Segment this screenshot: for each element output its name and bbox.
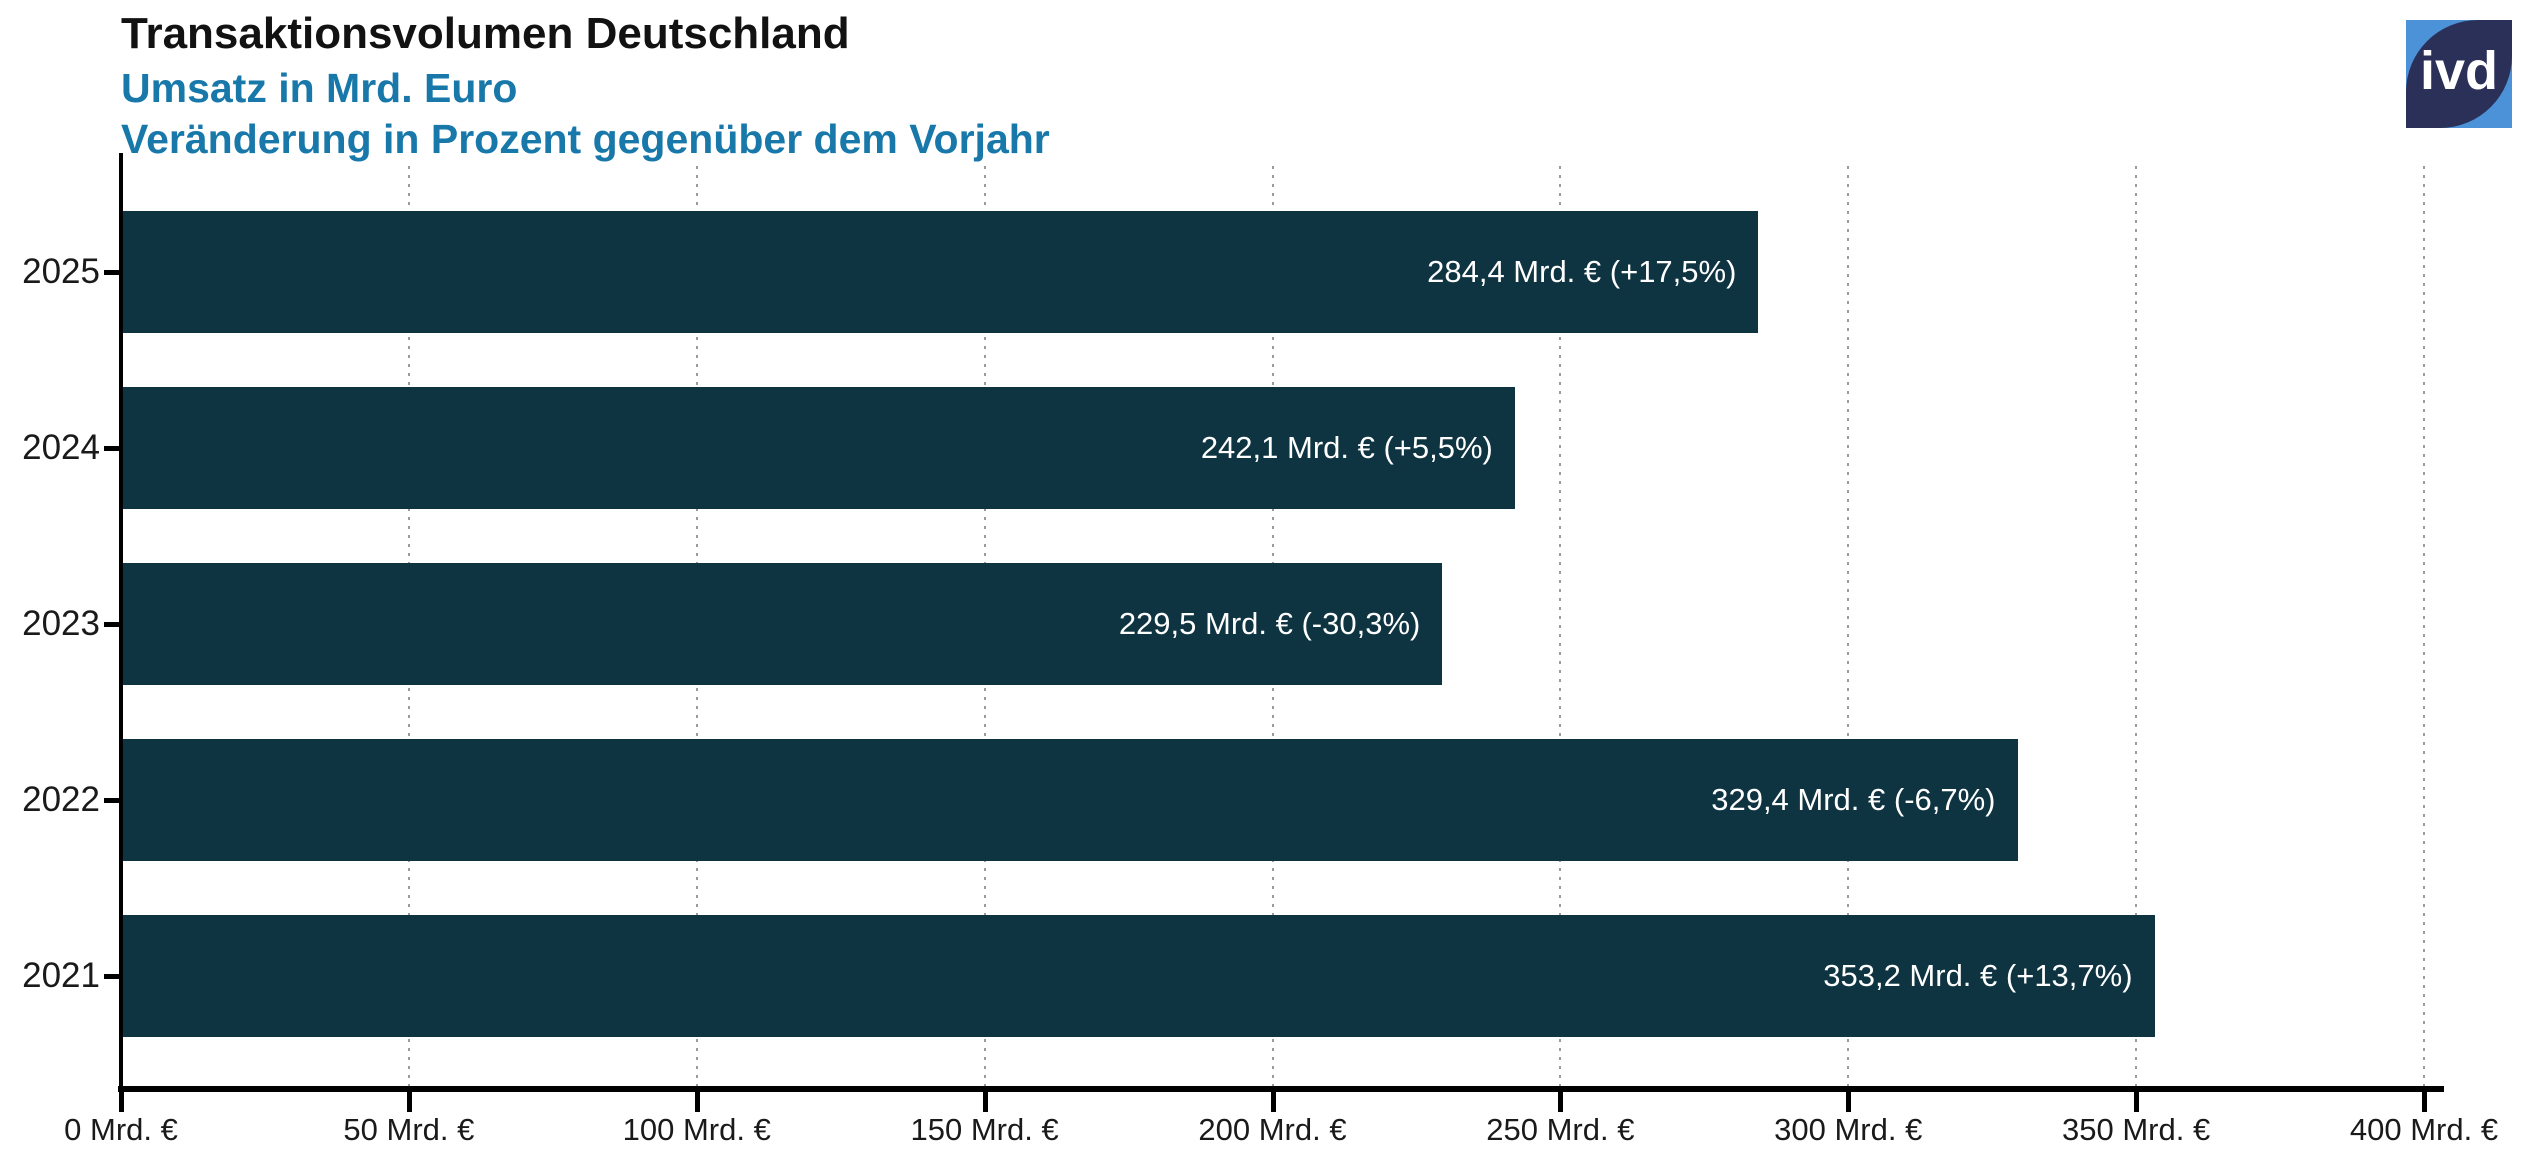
plot-area: 284,4 Mrd. € (+17,5%) 242,1 Mrd. € (+5,5%…: [121, 158, 2425, 1090]
ytick-label-2023: 2023: [22, 604, 100, 643]
ytick-mark-2024: [104, 446, 119, 451]
gridline-350: [2135, 166, 2138, 1090]
bar-2024: 242,1 Mrd. € (+5,5%): [121, 387, 1515, 509]
bar-2022: 329,4 Mrd. € (-6,7%): [121, 739, 2018, 861]
xtick-label-100: 100 Mrd. €: [622, 1112, 771, 1147]
ytick-mark-2022: [104, 798, 119, 803]
chart-title: Transaktionsvolumen Deutschland: [121, 9, 850, 58]
gridline-250: [1559, 166, 1562, 1090]
bar-value-label: 329,4 Mrd. € (-6,7%): [1711, 782, 1996, 817]
bar-2023: 229,5 Mrd. € (-30,3%): [121, 563, 1443, 685]
ytick-mark-2023: [104, 622, 119, 627]
y-axis-line: [119, 153, 123, 1112]
xtick-mark-0: [119, 1092, 124, 1112]
xtick-label-350: 350 Mrd. €: [2062, 1112, 2211, 1147]
xtick-label-300: 300 Mrd. €: [1774, 1112, 1923, 1147]
ytick-label-2022: 2022: [22, 780, 100, 819]
xtick-mark-150: [982, 1092, 988, 1112]
bar-value-label: 353,2 Mrd. € (+13,7%): [1823, 958, 2133, 993]
xtick-mark-50: [406, 1092, 412, 1112]
logo-text: ivd: [2419, 41, 2499, 101]
bar-value-label: 229,5 Mrd. € (-30,3%): [1118, 606, 1421, 641]
ytick-mark-2021: [104, 974, 119, 979]
xtick-mark-100: [694, 1092, 700, 1112]
xtick-mark-200: [1270, 1092, 1276, 1112]
xtick-label-150: 150 Mrd. €: [910, 1112, 1059, 1147]
bar-value-label: 242,1 Mrd. € (+5,5%): [1200, 430, 1493, 465]
xtick-label-400: 400 Mrd. €: [2349, 1112, 2499, 1147]
ytick-label-2024: 2024: [22, 428, 100, 467]
gridline-400: [2423, 166, 2425, 1090]
ivd-logo: ivd: [2406, 20, 2512, 128]
xtick-label-50: 50 Mrd. €: [343, 1112, 475, 1147]
chart-header: Transaktionsvolumen Deutschland Umsatz i…: [121, 9, 1050, 168]
ytick-label-2021: 2021: [22, 956, 100, 995]
xtick-label-200: 200 Mrd. €: [1198, 1112, 1347, 1147]
xtick-mark-300: [1846, 1092, 1852, 1112]
xtick-label-0: 0 Mrd. €: [64, 1112, 178, 1147]
ytick-mark-2025: [104, 270, 119, 275]
xtick-mark-400: [2422, 1092, 2427, 1112]
xtick-label-250: 250 Mrd. €: [1486, 1112, 1635, 1147]
bar-2021: 353,2 Mrd. € (+13,7%): [121, 915, 2155, 1037]
gridline-300: [1847, 166, 1850, 1090]
bar-value-label: 284,4 Mrd. € (+17,5%): [1427, 254, 1737, 289]
ytick-label-2025: 2025: [22, 252, 100, 291]
xtick-mark-250: [1558, 1092, 1564, 1112]
bar-2025: 284,4 Mrd. € (+17,5%): [121, 211, 1759, 333]
chart-subtitle-units: Umsatz in Mrd. Euro: [121, 65, 518, 112]
chart-subtitle-change: Veränderung in Prozent gegenüber dem Vor…: [121, 116, 1050, 163]
xtick-mark-350: [2134, 1092, 2140, 1112]
x-axis-line: [118, 1086, 2444, 1092]
